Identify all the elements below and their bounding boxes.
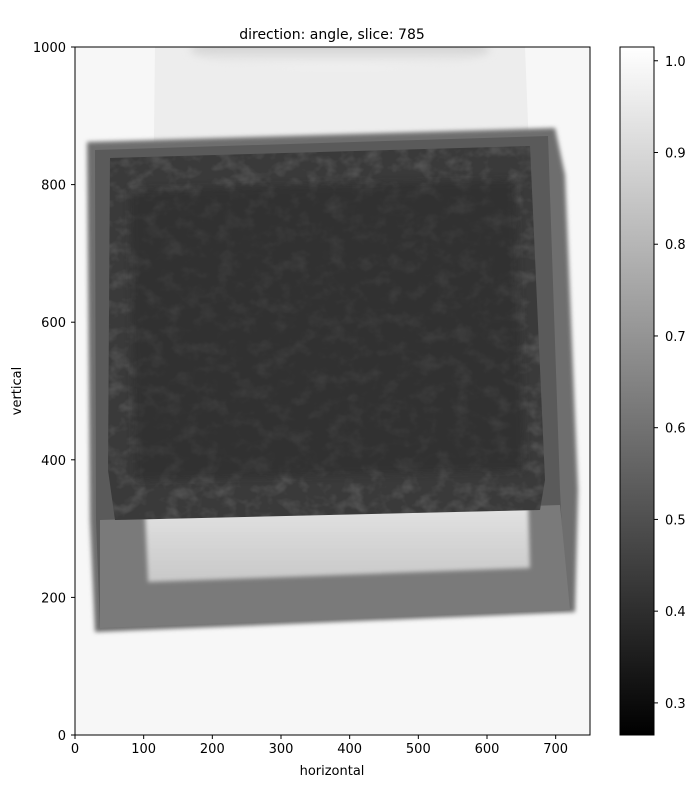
colorbar-tick-label: 0.7 (665, 330, 686, 345)
x-axis-label: horizontal (300, 764, 365, 779)
x-tick-label: 300 (269, 742, 294, 757)
y-tick-label: 1000 (33, 41, 66, 56)
plot-frame (74, 46, 591, 736)
colorbar-tick-label: 0.6 (665, 422, 686, 437)
colorbar-tick-label: 0.8 (665, 238, 686, 253)
y-axis-label: vertical (10, 367, 25, 415)
y-tick-label: 600 (41, 316, 66, 331)
x-tick-label: 700 (543, 742, 568, 757)
x-axis: 0 100 200 300 400 500 600 700 (71, 735, 568, 757)
x-tick-label: 400 (337, 742, 362, 757)
colorbar-tick-label: 1.0 (665, 55, 686, 70)
colorbar-tick-label: 0.3 (665, 697, 686, 712)
y-tick-label: 800 (41, 179, 66, 194)
plot-area (75, 47, 590, 735)
chart-title: direction: angle, slice: 785 (239, 27, 425, 43)
x-tick-label: 100 (131, 742, 156, 757)
x-tick-label: 500 (406, 742, 431, 757)
x-tick-label: 0 (71, 742, 79, 757)
y-tick-label: 200 (41, 591, 66, 606)
content-core (130, 180, 525, 480)
x-tick-label: 200 (200, 742, 225, 757)
colorbar-tick-label: 0.9 (665, 146, 686, 161)
colorbar-tick-label: 0.4 (665, 605, 686, 620)
x-tick-label: 600 (475, 742, 500, 757)
y-tick-label: 400 (41, 454, 66, 469)
colorbar (619, 46, 655, 736)
y-tick-label: 0 (58, 729, 66, 744)
colorbar-tick-label: 0.5 (665, 513, 686, 528)
bright-band (145, 498, 530, 582)
top-dark-arc (190, 47, 490, 68)
y-axis: 0 200 400 600 800 1000 (33, 41, 75, 744)
colorbar-axis: 0.3 0.4 0.5 0.6 0.7 0.8 0.9 1.0 (654, 55, 686, 712)
